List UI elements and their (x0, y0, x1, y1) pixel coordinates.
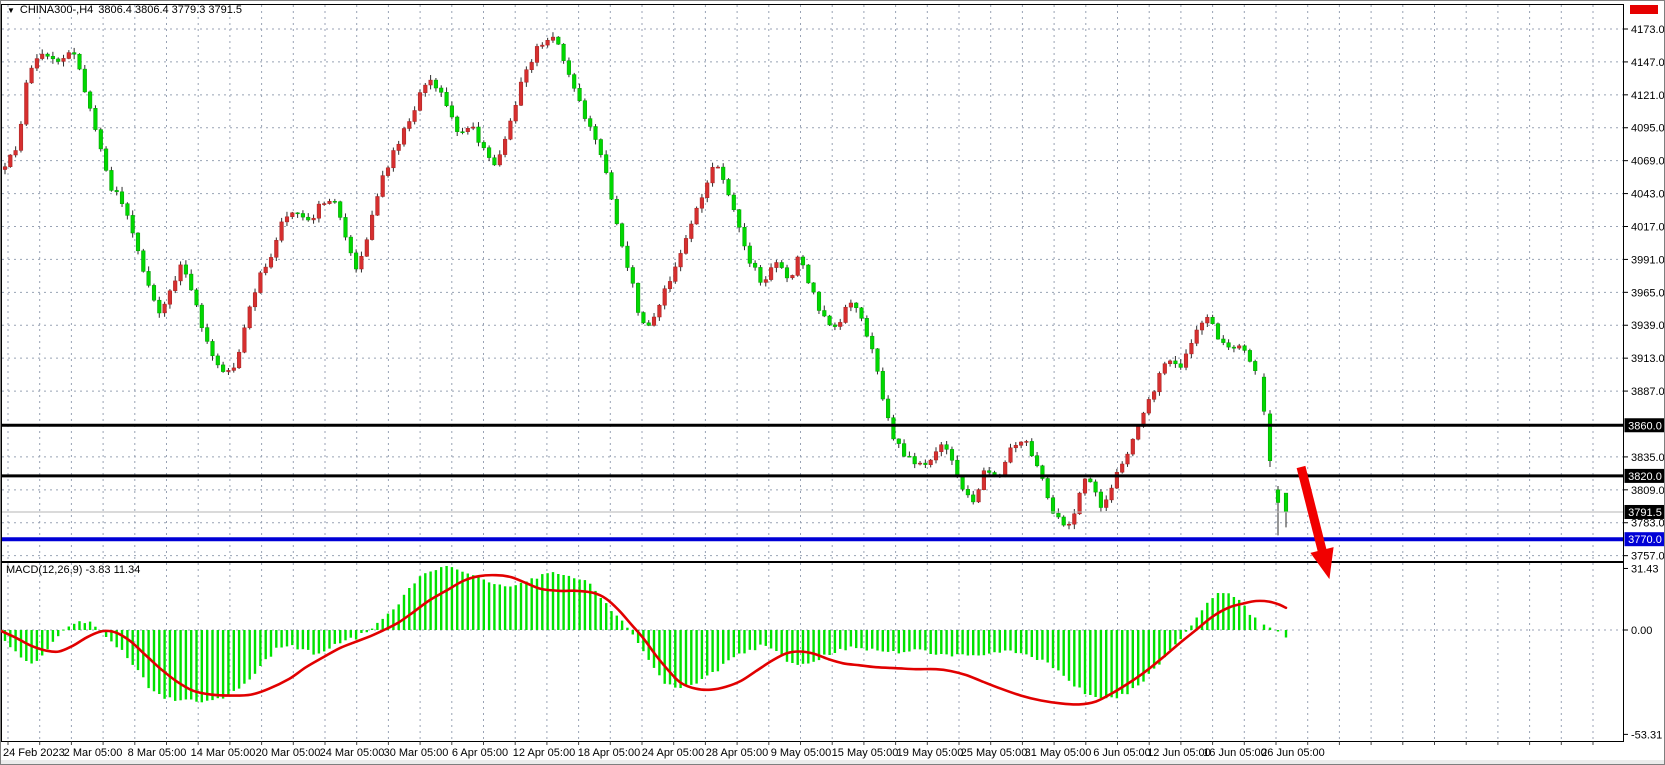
price-level-badge-label: 3791.5 (1628, 507, 1662, 519)
time-tick-label: 19 May 05:00 (897, 747, 964, 759)
panel-frames (1, 4, 1624, 742)
price-level-badge (1624, 468, 1664, 483)
candles-layer (2, 32, 1289, 536)
price-level-badge (1624, 418, 1664, 433)
macd-scale: 31.43 0.00 -53.31 (1623, 563, 1662, 741)
macd-indicator-label: MACD(12,26,9) -3.83 11.34 (6, 564, 141, 576)
price-tick-label: 3887.0 (1631, 386, 1665, 398)
price-tick-label: 4121.0 (1631, 90, 1665, 102)
time-tick-label: 24 Mar 05:00 (320, 747, 385, 759)
price-tick-label: 3965.0 (1631, 287, 1665, 299)
price-level-badge-label: 3820.0 (1628, 471, 1662, 483)
price-tick-label: 3991.0 (1631, 254, 1665, 266)
price-level-badge-label: 3770.0 (1628, 534, 1662, 546)
trend-arrow-shaft[interactable] (1296, 465, 1328, 556)
panel-splitter[interactable] (1, 558, 1623, 565)
time-tick-label: 28 Apr 05:00 (706, 747, 768, 759)
time-tick-label: 12 Apr 05:00 (513, 747, 575, 759)
symbol-dropdown-icon[interactable]: ▼ (7, 5, 15, 15)
trend-arrow[interactable] (1296, 465, 1334, 580)
time-tick-label: 16 Jun 05:00 (1203, 747, 1267, 759)
time-tick-label: 14 Mar 05:00 (191, 747, 256, 759)
trend-arrow-head[interactable] (1310, 547, 1334, 580)
macd-tick-label: 0.00 (1631, 625, 1652, 637)
price-tick-label: 3835.0 (1631, 452, 1665, 464)
price-tick-label: 4147.0 (1631, 57, 1665, 69)
price-tick-label: 4043.0 (1631, 189, 1665, 201)
macd-signal-line (1, 573, 1288, 706)
time-tick-label: 20 Mar 05:00 (256, 747, 321, 759)
price-level-badge-label: 3860.0 (1628, 420, 1662, 432)
grid-vertical (7, 5, 1594, 741)
time-tick-label: 31 May 05:00 (1025, 747, 1092, 759)
time-tick-label: 18 Apr 05:00 (578, 747, 640, 759)
time-tick-label: 9 May 05:00 (771, 747, 832, 759)
price-tick-label: 4095.0 (1631, 123, 1665, 135)
time-tick-label: 2 Mar 05:00 (64, 747, 123, 759)
price-tick-label: 3783.0 (1631, 518, 1665, 530)
time-tick-label: 24 Feb 2023 (3, 747, 65, 759)
time-tick-label: 6 Apr 05:00 (452, 747, 508, 759)
time-tick-label: 25 May 05:00 (961, 747, 1028, 759)
time-tick-label: 15 May 05:00 (832, 747, 899, 759)
support-resistance-lines[interactable] (2, 423, 1623, 542)
price-tick-label: 4173.0 (1631, 24, 1665, 36)
price-tick-label: 3913.0 (1631, 353, 1665, 365)
macd-tick-label: -53.31 (1631, 729, 1662, 741)
price-tick-label: 3939.0 (1631, 320, 1665, 332)
time-tick-label: 8 Mar 05:00 (128, 747, 187, 759)
scale-top-marker (1630, 5, 1658, 14)
symbol-ohlc-info: ▼ CHINA300-,H4 3806.4 3806.4 3779.3 3791… (7, 4, 242, 16)
price-level-badge (1624, 504, 1664, 519)
macd-tick-label: 31.43 (1631, 563, 1659, 575)
time-tick-label: 6 Jun 05:00 (1093, 747, 1151, 759)
price-tick-label: 3809.0 (1631, 485, 1665, 497)
ohlc-values: 3806.4 3806.4 3779.3 3791.5 (98, 4, 243, 16)
time-tick-label: 12 Jun 05:00 (1147, 747, 1211, 759)
time-tick-label: 26 Jun 05:00 (1261, 747, 1325, 759)
price-tick-label: 4069.0 (1631, 156, 1665, 168)
grid-horizontal (2, 28, 1623, 631)
price-scale[interactable]: 4173.0 4147.0 4121.0 4095.0 4069.0 4043.0 4017… (1623, 5, 1665, 563)
time-tick-label: 30 Mar 05:00 (384, 747, 449, 759)
symbol-name: CHINA300-,H4 (19, 4, 94, 16)
price-level-badge (1624, 532, 1664, 547)
price-tick-label: 3757.0 (1631, 551, 1665, 563)
footer-strip (1, 760, 1664, 764)
price-tick-label: 4017.0 (1631, 221, 1665, 233)
time-tick-label: 24 Apr 05:00 (642, 747, 704, 759)
